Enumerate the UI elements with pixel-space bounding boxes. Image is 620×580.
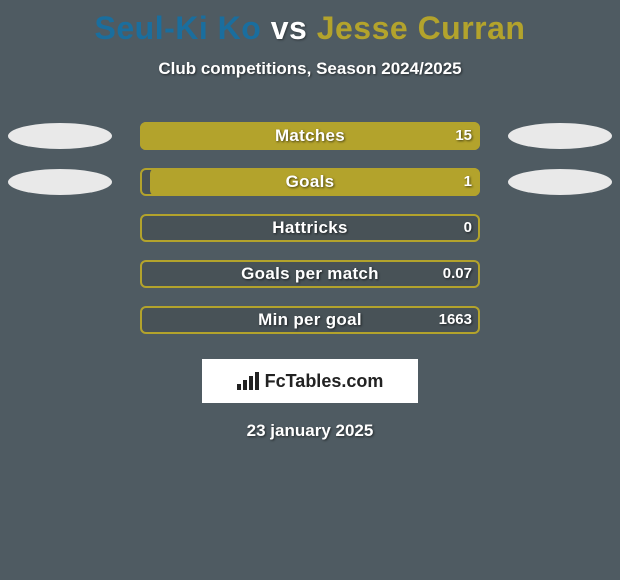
stats-rows: Matches15Goals1Hattricks0Goals per match… — [0, 117, 620, 347]
player2-ellipse-icon — [508, 169, 612, 195]
vs-text: vs — [271, 10, 308, 46]
comparison-infographic: Seul-Ki Ko vs Jesse Curran Club competit… — [0, 0, 620, 580]
bar-track — [140, 214, 480, 242]
date-text: 23 january 2025 — [0, 421, 620, 441]
bar-track — [140, 260, 480, 288]
stat-row: Min per goal1663 — [0, 301, 620, 347]
logo-text: FcTables.com — [265, 371, 384, 392]
player2-bar-fill — [150, 168, 480, 196]
subtitle: Club competitions, Season 2024/2025 — [0, 59, 620, 79]
logo-bars-icon — [237, 372, 259, 390]
stat-row: Goals1 — [0, 163, 620, 209]
page-title: Seul-Ki Ko vs Jesse Curran — [0, 0, 620, 47]
player2-ellipse-icon — [508, 123, 612, 149]
player1-ellipse-icon — [8, 169, 112, 195]
bar-track — [140, 306, 480, 334]
source-logo: FcTables.com — [202, 359, 418, 403]
player1-name: Seul-Ki Ko — [95, 10, 262, 46]
player1-ellipse-icon — [8, 123, 112, 149]
player2-name: Jesse Curran — [317, 10, 526, 46]
stat-row: Hattricks0 — [0, 209, 620, 255]
player2-bar-fill — [140, 122, 480, 150]
stat-row: Matches15 — [0, 117, 620, 163]
stat-row: Goals per match0.07 — [0, 255, 620, 301]
